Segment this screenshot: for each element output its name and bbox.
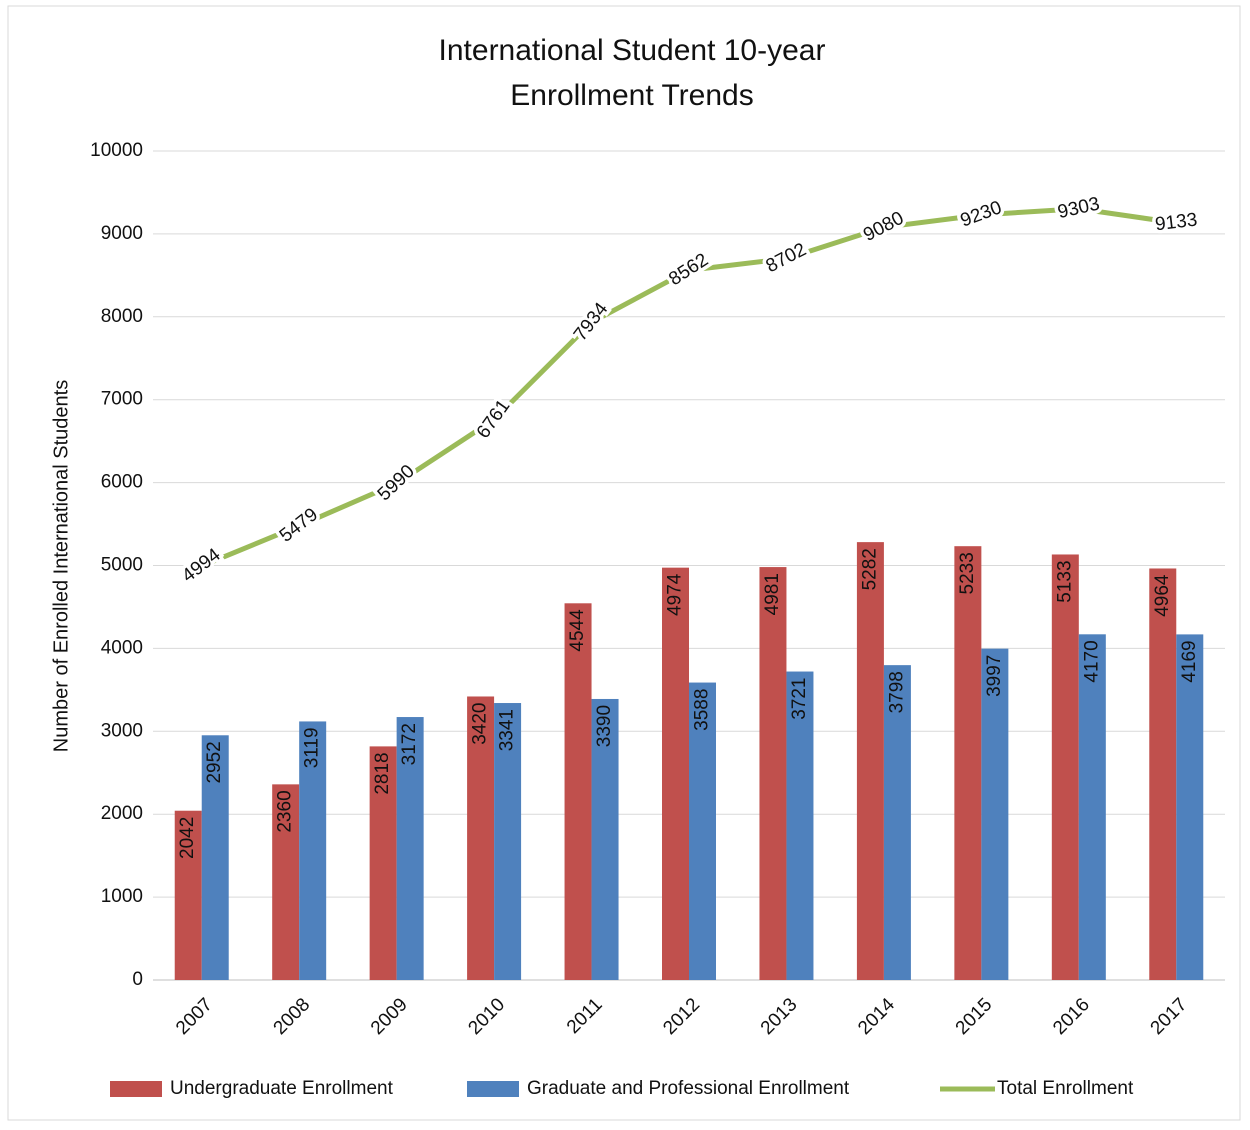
bar bbox=[689, 682, 716, 980]
bar-value-label: 3390 bbox=[594, 705, 615, 747]
chart-title: International Student 10-year bbox=[439, 34, 826, 67]
bar bbox=[396, 717, 424, 980]
bar bbox=[591, 698, 619, 980]
bar bbox=[467, 696, 495, 980]
bar-value-label: 3588 bbox=[692, 689, 713, 731]
legend-swatch bbox=[467, 1081, 519, 1097]
bar-value-label: 4964 bbox=[1152, 574, 1173, 617]
bar-value-label: 4170 bbox=[1081, 640, 1102, 682]
bar bbox=[494, 703, 522, 980]
bar bbox=[954, 546, 982, 980]
y-tick-label: 3000 bbox=[101, 720, 143, 741]
bar-value-label: 3341 bbox=[497, 709, 518, 751]
bar bbox=[174, 810, 202, 980]
bar-value-label: 3420 bbox=[470, 702, 491, 744]
bar bbox=[1078, 634, 1106, 980]
bar-value-label: 3798 bbox=[886, 671, 907, 713]
bar-value-label: 3721 bbox=[789, 678, 810, 720]
legend-label: Graduate and Professional Enrollment bbox=[527, 1078, 850, 1099]
bar bbox=[299, 721, 327, 980]
bar-value-label: 5282 bbox=[859, 548, 880, 590]
bar bbox=[1149, 568, 1177, 980]
y-tick-label: 0 bbox=[132, 969, 143, 990]
bar-value-label: 3997 bbox=[984, 655, 1005, 697]
bar-value-label: 4974 bbox=[665, 573, 686, 616]
bar bbox=[662, 567, 689, 980]
bar-value-label: 4981 bbox=[762, 573, 783, 615]
legend-label: Undergraduate Enrollment bbox=[170, 1078, 394, 1099]
bar bbox=[272, 784, 300, 980]
bar-value-label: 5233 bbox=[957, 552, 978, 594]
bar-value-label: 2042 bbox=[177, 817, 198, 859]
bar bbox=[201, 735, 229, 980]
bar-value-label: 3172 bbox=[399, 723, 420, 765]
bar bbox=[564, 603, 592, 980]
bar bbox=[786, 671, 814, 980]
legend-swatch bbox=[110, 1081, 162, 1097]
line bbox=[200, 206, 1177, 569]
y-tick-label: 4000 bbox=[101, 637, 143, 658]
chart-title: Enrollment Trends bbox=[510, 79, 753, 112]
bar-value-label: 2360 bbox=[275, 790, 296, 832]
bar bbox=[1176, 634, 1204, 980]
y-tick-label: 7000 bbox=[101, 389, 143, 410]
bar bbox=[981, 648, 1009, 980]
y-tick-label: 6000 bbox=[101, 472, 143, 493]
bar-value-label: 2818 bbox=[372, 752, 393, 794]
bar-value-label: 4169 bbox=[1179, 640, 1200, 682]
bar bbox=[369, 746, 397, 980]
legend-label: Total Enrollment bbox=[997, 1078, 1134, 1099]
y-tick-label: 9000 bbox=[101, 223, 143, 244]
y-tick-label: 2000 bbox=[101, 803, 143, 824]
bar-value-label: 4544 bbox=[567, 609, 588, 652]
bar bbox=[759, 567, 787, 980]
bar bbox=[883, 665, 911, 980]
bar-value-label: 5133 bbox=[1054, 560, 1075, 602]
y-tick-label: 10000 bbox=[90, 140, 143, 161]
bar-value-label: 3119 bbox=[302, 727, 323, 768]
y-axis-label: Number of Enrolled International Student… bbox=[50, 380, 72, 752]
bar bbox=[856, 542, 884, 980]
y-tick-label: 1000 bbox=[101, 886, 143, 907]
y-tick-label: 5000 bbox=[101, 555, 143, 576]
y-tick-label: 8000 bbox=[101, 306, 143, 327]
bar bbox=[1051, 554, 1079, 980]
bar-value-label: 2952 bbox=[204, 741, 225, 783]
